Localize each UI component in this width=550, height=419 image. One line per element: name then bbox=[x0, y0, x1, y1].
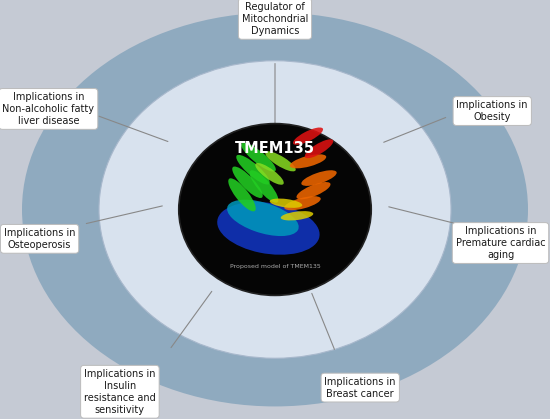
Ellipse shape bbox=[290, 154, 326, 168]
Ellipse shape bbox=[284, 196, 321, 210]
Ellipse shape bbox=[255, 163, 284, 185]
Ellipse shape bbox=[232, 166, 263, 198]
Ellipse shape bbox=[301, 170, 337, 186]
Text: Implications in
Premature cardiac
aging: Implications in Premature cardiac aging bbox=[456, 226, 545, 260]
Ellipse shape bbox=[250, 170, 278, 203]
Ellipse shape bbox=[241, 143, 276, 171]
Text: Regulator of
Mitochondrial
Dynamics: Regulator of Mitochondrial Dynamics bbox=[242, 2, 308, 36]
Text: Implications in
Non-alcoholic fatty
liver disease: Implications in Non-alcoholic fatty live… bbox=[2, 92, 95, 126]
Ellipse shape bbox=[236, 155, 270, 184]
Ellipse shape bbox=[99, 61, 451, 358]
Text: Implications in
Osteoperosis: Implications in Osteoperosis bbox=[4, 228, 75, 250]
Ellipse shape bbox=[265, 151, 296, 171]
Ellipse shape bbox=[296, 182, 331, 199]
Ellipse shape bbox=[270, 199, 302, 208]
Ellipse shape bbox=[305, 139, 333, 158]
Text: Implications in
Insulin
resistance and
sensitivity: Implications in Insulin resistance and s… bbox=[84, 369, 156, 415]
Text: Implications in
Breast cancer: Implications in Breast cancer bbox=[324, 377, 396, 398]
Ellipse shape bbox=[228, 178, 256, 211]
Ellipse shape bbox=[179, 124, 371, 295]
Ellipse shape bbox=[280, 211, 314, 220]
Text: Implications in
Obesity: Implications in Obesity bbox=[456, 100, 528, 122]
Text: TMEM135: TMEM135 bbox=[235, 141, 315, 156]
Ellipse shape bbox=[22, 13, 528, 406]
Text: Proposed model of TMEM135: Proposed model of TMEM135 bbox=[230, 264, 320, 269]
Ellipse shape bbox=[227, 200, 299, 236]
Ellipse shape bbox=[293, 127, 323, 145]
Ellipse shape bbox=[217, 202, 320, 255]
